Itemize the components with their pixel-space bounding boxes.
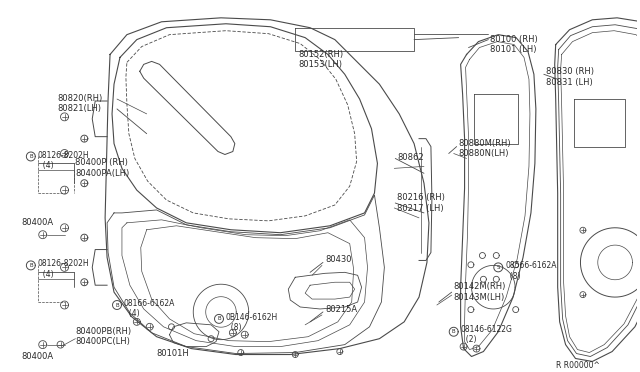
Text: 80400P (RH)
80400PA(LH): 80400P (RH) 80400PA(LH) (76, 158, 130, 178)
Text: 0B146-6162H
  (8): 0B146-6162H (8) (226, 313, 278, 332)
Text: 80820(RH)
80821(LH): 80820(RH) 80821(LH) (58, 94, 103, 113)
Text: 80400A: 80400A (21, 218, 53, 227)
Text: 08126-8202H
  (4): 08126-8202H (4) (38, 151, 90, 170)
Text: 80152(RH)
80153(LH): 80152(RH) 80153(LH) (298, 49, 343, 69)
Text: 80216 (RH)
80217 (LH): 80216 (RH) 80217 (LH) (397, 193, 445, 212)
Text: 08566-6162A
  (8): 08566-6162A (8) (505, 262, 557, 281)
Text: 80830 (RH)
80831 (LH): 80830 (RH) 80831 (LH) (546, 67, 594, 87)
Text: B: B (217, 316, 221, 321)
Text: 80880M(RH)
80880N(LH): 80880M(RH) 80880N(LH) (459, 139, 511, 158)
Text: 80400A: 80400A (21, 352, 53, 360)
Text: R R00000^: R R00000^ (556, 362, 600, 371)
Text: 80400PB(RH)
80400PC(LH): 80400PB(RH) 80400PC(LH) (76, 327, 132, 346)
Text: B: B (29, 154, 33, 159)
Text: 08146-6122G
  (2): 08146-6122G (2) (461, 325, 513, 344)
Text: B: B (115, 302, 119, 308)
Text: B: B (452, 329, 456, 334)
Text: 08126-8202H
  (4): 08126-8202H (4) (38, 259, 90, 279)
Text: 80101H: 80101H (157, 349, 189, 357)
Text: B: B (29, 263, 33, 268)
Text: 80215A: 80215A (325, 305, 357, 314)
Text: 08166-6162A
  (4): 08166-6162A (4) (124, 299, 175, 318)
Text: 80100 (RH)
80101 (LH): 80100 (RH) 80101 (LH) (490, 35, 538, 54)
Text: 80430: 80430 (325, 256, 351, 264)
Text: S: S (497, 265, 500, 270)
Text: 80142M(RH)
80143M(LH): 80142M(RH) 80143M(LH) (454, 282, 506, 302)
Text: 80862: 80862 (397, 154, 424, 163)
